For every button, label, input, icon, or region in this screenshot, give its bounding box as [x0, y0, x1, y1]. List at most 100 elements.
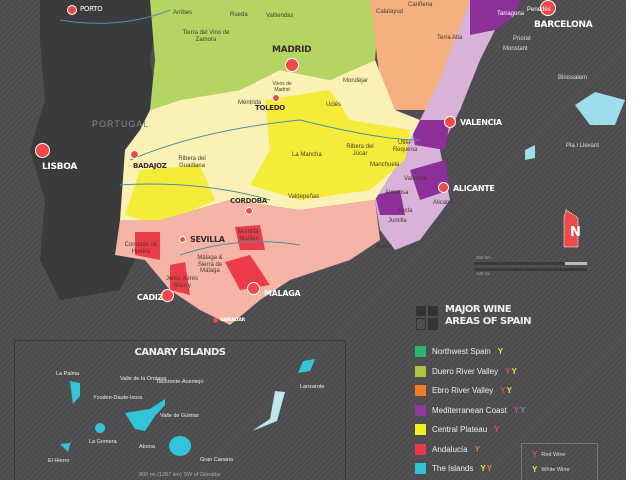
- legend-label: Northwest Spain: [432, 347, 491, 356]
- region-label: Tarragona: [497, 11, 525, 17]
- legend-swatch: [415, 346, 426, 357]
- porto-marker[interactable]: [67, 5, 77, 15]
- region-label: Arribes: [173, 10, 193, 16]
- region-label: Terra Alta: [437, 35, 463, 41]
- canary-label: El Hierro: [48, 458, 70, 464]
- scale-mi-label: 125 mi: [476, 271, 490, 276]
- city-toledo: TOLEDO: [255, 104, 285, 112]
- canary-label: La Palma: [56, 371, 80, 377]
- wine-glass-icon: Y: [474, 444, 480, 454]
- canary-label: Valle de la Orotava: [120, 376, 167, 382]
- wine-glass-icon: Y: [494, 425, 500, 434]
- lisboa-marker[interactable]: [35, 143, 50, 158]
- barcelona-marker[interactable]: [540, 0, 556, 16]
- la-gomera: [95, 423, 106, 433]
- city-alicante: ALICANTE: [453, 184, 495, 193]
- region-label: Priorat: [513, 36, 531, 42]
- legend-swatch: [415, 385, 426, 396]
- city-barcelona: BARCELONA: [534, 20, 593, 30]
- region-label: Montilla-Moriles: [237, 229, 261, 242]
- region-label: Yecla: [398, 208, 413, 214]
- canary-label: Valle de Güimar: [160, 413, 200, 419]
- canary-islands-inset: CANARY ISLANDS La Palma Valle de la Orot…: [14, 340, 346, 480]
- region-label: Jerez-Xérès Sherry: [165, 276, 199, 289]
- wine-glass-icon: Y: [500, 386, 506, 395]
- mediterranean-dark: [375, 0, 520, 215]
- map-shapes: [30, 0, 625, 325]
- madrid-marker[interactable]: [285, 58, 299, 72]
- cadiz-marker[interactable]: [161, 289, 174, 302]
- canary-title: CANARY ISLANDS: [134, 347, 226, 358]
- wine-glass-icon: Y: [532, 465, 538, 474]
- legend-label: Andalucía: [432, 444, 468, 454]
- el-hierro: [60, 438, 72, 452]
- malaga-marker[interactable]: [247, 282, 260, 295]
- legend-item: Ebro River Valley YY: [415, 385, 512, 396]
- region-label: Valtiendas: [266, 13, 294, 19]
- region-label: Ribera del Júcar: [346, 144, 374, 157]
- wine-glass-icon: Y: [480, 464, 486, 473]
- la-palma: [70, 381, 80, 404]
- duero-region: [150, 0, 380, 110]
- central-yellow: [125, 90, 410, 225]
- cordoba-marker[interactable]: [245, 207, 253, 215]
- region-label: Condado de Huelva: [124, 242, 158, 255]
- region-label: Ribera del Guadiana: [178, 156, 206, 169]
- wine-glass-icon: Y: [505, 366, 511, 376]
- city-badajoz: BADAJOZ: [133, 162, 167, 170]
- lanzarote: [298, 359, 315, 373]
- legend-title-line2: AREAS OF SPAIN: [445, 316, 531, 327]
- alicante-marker[interactable]: [438, 182, 449, 193]
- legend-label: Ebro River Valley: [432, 386, 494, 395]
- wine-key-label: Red Wine: [541, 451, 566, 458]
- canary-label: Abona: [139, 444, 155, 450]
- gibraltar-marker[interactable]: [213, 318, 218, 323]
- legend-label: Central Plateau: [432, 425, 488, 434]
- legend-item: The Islands YY: [415, 463, 492, 474]
- city-porto: PORTO: [80, 5, 103, 13]
- canary-label: Ycoden-Daute-Isora: [93, 395, 143, 401]
- region-label: Málaga & Sierra de Málaga: [197, 255, 223, 275]
- valencia-marker[interactable]: [444, 116, 456, 128]
- region-label: Bullas: [376, 244, 393, 250]
- badajoz-marker[interactable]: [130, 150, 139, 159]
- legend-swatch: [415, 365, 426, 377]
- wine-glass-icon: Y: [506, 386, 512, 395]
- canary-label: Gran Canaria: [200, 457, 234, 463]
- city-valencia: VALENCIA: [460, 118, 502, 127]
- legend-swatch: [415, 443, 426, 455]
- canary-distance-note: 800 mi (1287 km) SW of Gibraltar: [139, 472, 221, 478]
- legend-item: Northwest Spain Y: [415, 346, 503, 357]
- canary-label: La Gomera: [89, 439, 117, 445]
- legend-swatch: [415, 424, 426, 435]
- city-lisboa: LISBOA: [42, 162, 77, 172]
- city-cadiz: CADIZ: [137, 293, 163, 302]
- city-madrid: MADRID: [272, 45, 312, 55]
- canary-shapes: [60, 359, 315, 456]
- canary-label: Tacoronte-Acentejo: [156, 379, 204, 385]
- wine-glass-icon: Y: [511, 366, 517, 376]
- region-label: Calatayud: [376, 9, 404, 15]
- region-label: Almansa: [385, 190, 409, 196]
- wine-glass-icon: Y: [520, 405, 526, 415]
- region-label: Binissalem: [558, 75, 588, 81]
- sevilla-marker[interactable]: [179, 236, 186, 243]
- scale-km-label: 250 km: [476, 255, 491, 260]
- region-label: Uclés: [326, 102, 342, 108]
- wine-map: PORTUGAL PORTO MADRID BARCELONA TOLEDO V…: [0, 0, 626, 480]
- toledo-marker[interactable]: [272, 94, 280, 102]
- andalucia-dark: [135, 225, 270, 295]
- portugal-label: PORTUGAL: [92, 119, 150, 129]
- region-label: Rueda: [230, 12, 248, 18]
- region-label: Tierra del Vino de Zamora: [182, 30, 230, 43]
- gran-canaria: [169, 436, 192, 456]
- wine-key-item: Y Red Wine: [532, 450, 597, 459]
- wine-key-label: White Wine: [541, 466, 570, 473]
- city-gibraltar: GIBRALTAR: [220, 318, 245, 323]
- wine-glass-icon: Y: [532, 450, 538, 459]
- legend-title-line1: MAJOR WINE: [445, 304, 512, 315]
- wine-glass-icon: Y: [497, 347, 504, 356]
- region-label: Monstant: [503, 46, 528, 52]
- region-label: Cariñena: [408, 2, 433, 8]
